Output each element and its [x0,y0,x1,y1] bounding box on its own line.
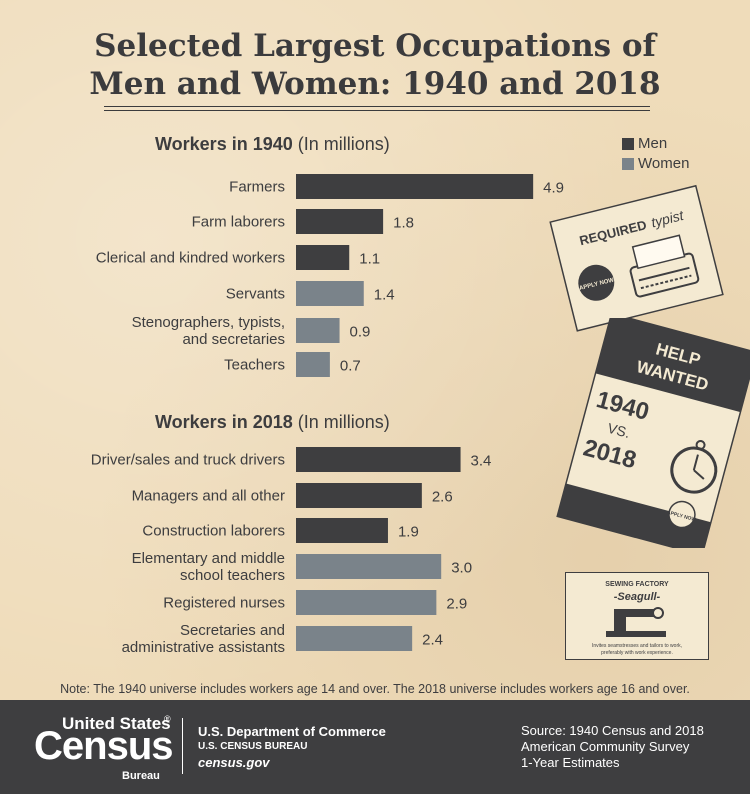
category-label-1-5-line1: administrative assistants [122,639,285,656]
title-line-2: Men and Women: 1940 and 2018 [89,66,661,102]
section-1940-unit: (In millions) [297,134,390,154]
footer-source: Source: 1940 Census and 2018 American Co… [521,723,704,771]
value-label-0-5: 0.7 [340,358,361,375]
category-label-0-4-line0: Stenographers, typists, [132,314,285,331]
value-label-1-1: 2.6 [432,489,453,506]
value-label-0-3: 1.4 [374,287,395,304]
bar-1-0 [296,447,461,472]
value-label-0-1: 1.8 [393,215,414,232]
bar-1-3 [296,554,442,579]
category-label-1-1: Managers and all other [132,488,285,505]
help-stamp-icon [668,500,696,529]
help-wanted-poster: HELP WANTED 1940 VS. 2018 APPLY NOW [556,318,750,548]
legend-men-label: Men [638,135,668,152]
value-label-0-0: 4.9 [543,180,564,197]
value-label-1-0: 3.4 [471,453,492,470]
section-1940-bold: Workers in 1940 [155,134,293,154]
sewing-factory: SEWING FACTORY [605,581,669,588]
value-label-1-5: 2.4 [422,632,443,649]
category-label-0-2: Clerical and kindred workers [96,250,285,267]
bar-0-5 [296,352,330,377]
section-1940-title: Workers in 1940 (In millions) [155,134,390,155]
sewing-ad: SEWING FACTORY -Seagull- Invites seamstr… [565,572,709,660]
value-label-1-2: 1.9 [398,524,419,541]
logo-registered: ® [164,714,171,724]
title-rule-bottom [104,110,650,111]
value-label-1-3: 3.0 [451,560,472,577]
category-label-1-4: Registered nurses [163,595,285,612]
footer-divider [182,718,183,774]
sewing-ad-art: SEWING FACTORY -Seagull- Invites seamstr… [592,581,682,656]
section-2018-unit: (In millions) [297,412,390,432]
logo-line2: Census [34,724,173,768]
legend-men-swatch [622,138,634,150]
sewing-brand: -Seagull- [614,591,661,603]
title-line-1: Selected Largest Occupations of [94,28,656,64]
category-label-0-3: Servants [226,286,285,303]
legend-women-label: Women [638,155,690,172]
value-label-1-4: 2.9 [446,596,467,613]
category-label-0-0: Farmers [229,179,285,196]
typist-stamp-icon [578,264,615,301]
category-label-1-0: Driver/sales and truck drivers [91,452,285,469]
source-line2: American Community Survey [521,739,690,754]
category-label-1-3-line0: Elementary and middle [132,550,285,567]
typewriter-icon [629,234,700,298]
source-line1: Source: 1940 Census and 2018 [521,723,704,738]
value-label-0-4: 0.9 [350,324,371,341]
typist-word: typist [649,207,686,231]
bar-charts: 4.9 Farmers 1.8 Farm laborers 1.1 Clerical an… [91,174,564,656]
value-label-0-2: 1.1 [359,251,380,268]
bar-0-2 [296,245,350,270]
footer-site-link[interactable]: census.gov [198,755,270,770]
bar-1-2 [296,518,388,543]
footer-bureau: U.S. CENSUS BUREAU [198,741,308,752]
title-rule-top [104,106,650,107]
section-2018-bold: Workers in 2018 [155,412,293,432]
section-2018-title: Workers in 2018 (In millions) [155,412,390,433]
source-line3: 1-Year Estimates [521,755,620,770]
sewing-desc1: Invites seamstresses and tailors to work… [592,643,682,649]
bar-1-5 [296,626,413,651]
bar-0-0 [296,174,534,199]
category-label-1-3-line1: school teachers [180,567,285,584]
pocket-watch-icon [670,439,718,494]
category-label-0-4-line1: and secretaries [182,331,285,348]
help-vs: VS. [606,420,632,441]
typist-ad: REQUIRED typist APPLY NOW [549,184,724,332]
category-label-1-5-line0: Secretaries and [180,622,285,639]
legend-women-swatch [622,158,634,170]
category-label-1-2: Construction laborers [142,523,285,540]
logo-line3: Bureau [122,770,160,782]
footer-dept: U.S. Department of Commerce [198,724,386,739]
bar-0-4 [296,318,340,343]
bar-0-3 [296,281,364,306]
bar-1-4 [296,590,437,615]
bar-1-1 [296,483,422,508]
category-label-0-5: Teachers [224,357,285,374]
logo-line1: United States [62,714,171,733]
sewing-desc2: preferably with work experience. [601,650,673,656]
footer: United States ® Census Bureau U.S. Depar… [0,700,750,794]
bar-0-1 [296,209,384,234]
note: Note: The 1940 universe includes workers… [60,682,690,696]
category-label-0-1: Farm laborers [192,214,285,231]
sewing-machine-icon [606,607,666,637]
